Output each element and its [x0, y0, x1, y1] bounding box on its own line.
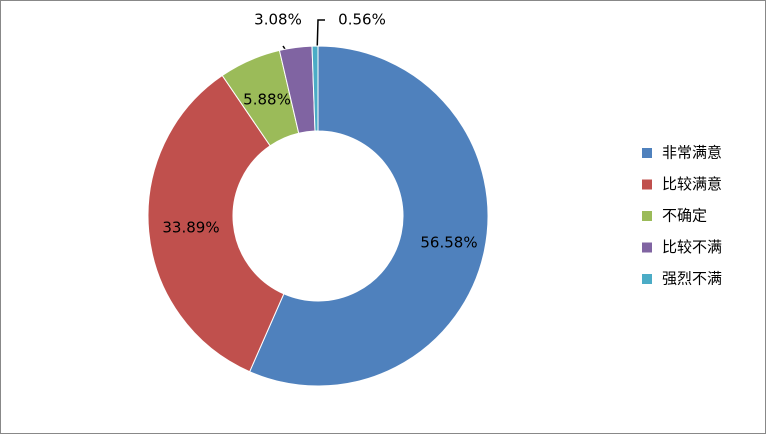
data-label: 56.58%: [420, 234, 477, 252]
data-label: 0.56%: [338, 11, 386, 29]
data-label: 3.08%: [254, 11, 302, 29]
legend-swatch: [642, 211, 652, 221]
legend-label: 比较满意: [662, 175, 722, 193]
legend-swatch: [642, 179, 652, 190]
donut-slice: [248, 45, 489, 387]
legend-swatch: [642, 274, 652, 284]
legend-label: 强烈不满: [662, 270, 722, 288]
donut-slice: [147, 74, 285, 373]
data-label: 33.89%: [162, 219, 219, 237]
legend-label: 非常满意: [662, 144, 722, 162]
legend-swatch: [642, 242, 652, 253]
legend-label: 不确定: [662, 207, 707, 225]
legend-label: 比较不满: [662, 238, 722, 256]
donut-slice: [311, 45, 319, 132]
legend-swatch: [642, 148, 652, 158]
data-label: 5.88%: [243, 91, 291, 109]
